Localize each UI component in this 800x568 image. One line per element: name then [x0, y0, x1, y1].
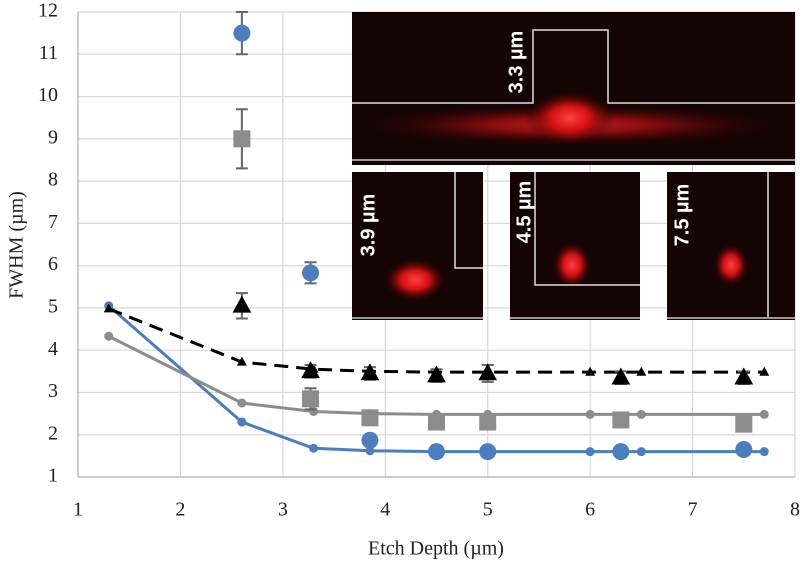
y-tick-label: 1 — [48, 465, 58, 487]
y-tick-label: 10 — [38, 84, 58, 106]
waveguide-outline — [534, 172, 640, 286]
circle-marker — [735, 441, 753, 459]
y-tick-label: 9 — [48, 126, 58, 148]
mode-spot — [383, 258, 447, 302]
square-marker — [735, 415, 753, 433]
triangle-marker — [360, 363, 380, 381]
y-tick-label: 6 — [48, 253, 58, 275]
inset-label: 7.5 µm — [671, 184, 693, 247]
circle-marker — [479, 443, 497, 461]
circle-marker — [759, 447, 769, 457]
circle-marker — [428, 443, 445, 461]
triangle-marker — [734, 367, 754, 385]
mode-spot — [525, 90, 615, 146]
x-tick-label: 6 — [585, 499, 595, 521]
y-tick-label: 5 — [48, 296, 58, 318]
x-tick-label: 5 — [483, 499, 493, 521]
x-tick-label: 7 — [688, 499, 698, 521]
circle-marker — [104, 331, 114, 341]
circle-marker — [585, 447, 595, 457]
triangle-marker — [636, 366, 647, 376]
triangle-marker — [759, 366, 770, 376]
y-tick-label: 7 — [48, 211, 58, 233]
circle-marker — [233, 24, 251, 42]
circle-marker — [759, 409, 769, 419]
x-axis-label: Etch Depth (µm) — [368, 538, 504, 560]
waveguide-outline — [352, 29, 795, 104]
circle-marker — [636, 447, 646, 457]
y-tick-label: 11 — [39, 42, 58, 64]
triangle-marker — [103, 303, 114, 313]
inset-label: 4.5 µm — [513, 181, 535, 244]
circle-marker — [365, 446, 375, 456]
inset-label: 3.3 µm — [505, 31, 527, 94]
x-tick-label: 8 — [790, 499, 800, 521]
x-tick-label: 3 — [278, 499, 288, 521]
square-marker — [428, 413, 445, 431]
triangle-marker — [301, 361, 320, 379]
inset-label: 3.9 µm — [357, 194, 379, 257]
x-tick-label: 4 — [380, 499, 390, 521]
circle-marker — [302, 264, 320, 282]
triangle-marker — [611, 367, 631, 385]
circle-marker — [237, 398, 247, 408]
y-tick-label: 4 — [48, 338, 58, 360]
circle-marker — [237, 417, 247, 427]
mode-spot — [713, 243, 749, 287]
y-tick-label: 2 — [48, 422, 58, 444]
square-marker — [233, 130, 251, 148]
x-tick-label: 1 — [73, 499, 83, 521]
y-axis-label: FWHM (µm) — [6, 191, 28, 299]
y-tick-label: 12 — [38, 0, 58, 22]
triangle-marker — [236, 356, 247, 366]
square-marker — [612, 411, 630, 429]
circle-marker — [361, 431, 379, 449]
triangle-marker — [427, 365, 446, 383]
circle-marker — [309, 443, 319, 453]
square-marker — [302, 390, 320, 408]
waveguide-outline — [454, 172, 483, 269]
circle-marker — [636, 409, 646, 419]
triangle-marker — [478, 363, 498, 381]
y-tick-label: 8 — [48, 169, 58, 191]
square-marker — [479, 413, 497, 431]
insets: 3.3 µm 3.9 µm 4.5 µm 7.5 µm — [350, 12, 795, 320]
x-tick-label: 2 — [175, 499, 185, 521]
triangle-marker — [585, 366, 596, 376]
mode-spot — [552, 241, 592, 289]
triangle-marker — [232, 295, 252, 313]
square-marker — [361, 409, 379, 427]
circle-marker — [585, 409, 595, 419]
circle-marker — [612, 443, 630, 461]
y-tick-label: 3 — [48, 380, 58, 402]
